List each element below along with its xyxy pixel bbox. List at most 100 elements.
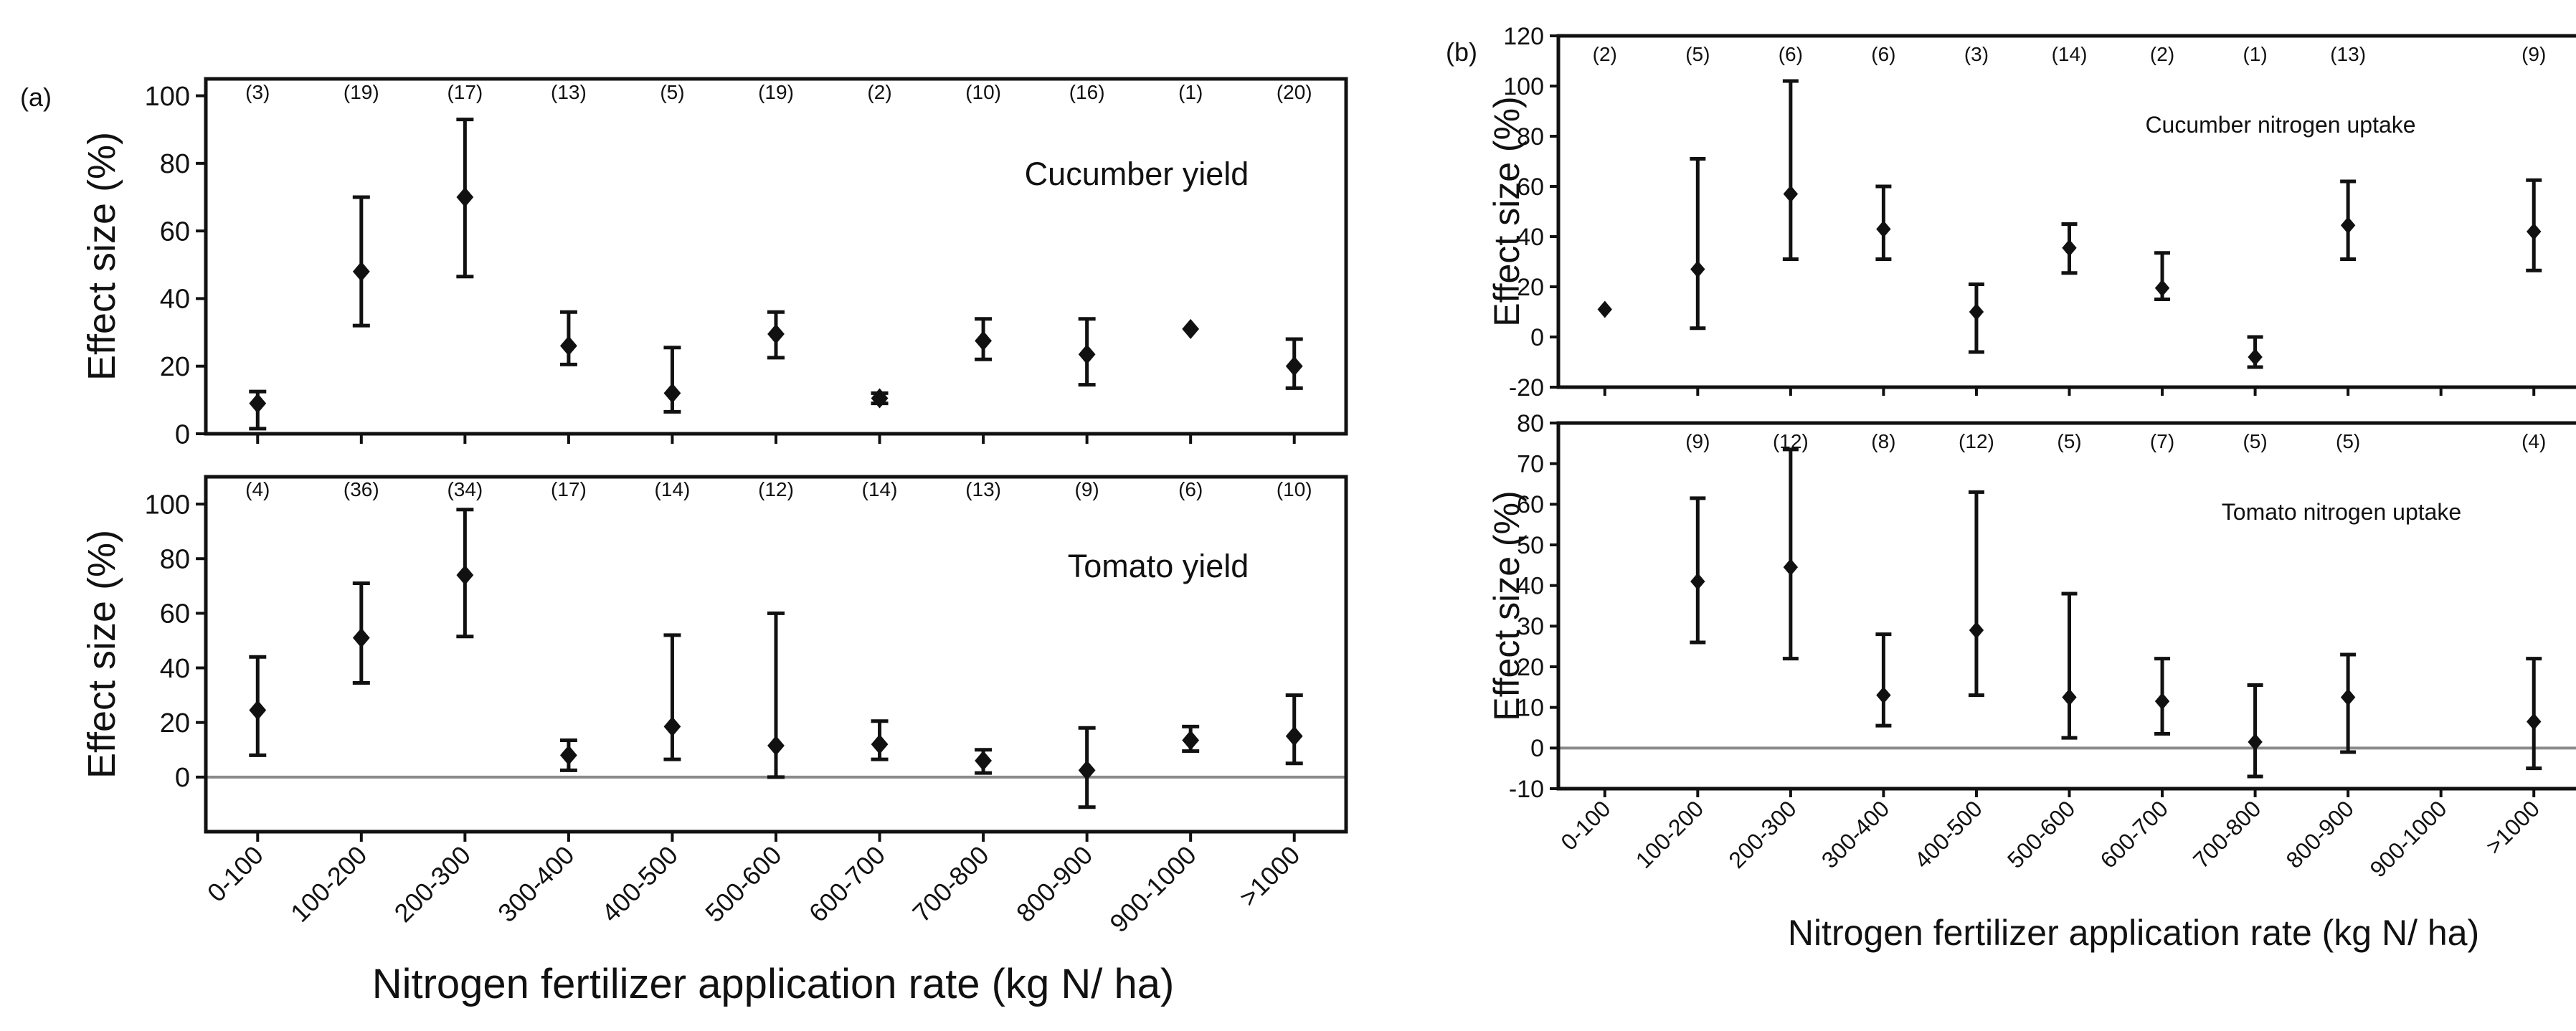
x-tick-label: 200-300 xyxy=(389,840,476,928)
x-tick-label: >1000 xyxy=(1233,840,1305,912)
data-point-diamond xyxy=(2527,713,2542,731)
sample-count-label: (9) xyxy=(1685,430,1710,452)
sample-count-label: (1) xyxy=(1178,81,1203,103)
chart-title: Cucumber yield xyxy=(1025,156,1249,192)
panel-b-label: (b) xyxy=(1446,37,1477,67)
data-point-diamond xyxy=(2154,279,2170,297)
sample-count-label: (3) xyxy=(245,81,270,103)
y-tick-label: 40 xyxy=(160,654,190,684)
x-tick-label: 800-900 xyxy=(1010,840,1098,928)
panel-a-x-axis-title: Nitrogen fertilizer application rate (kg… xyxy=(372,961,1175,1007)
sample-count-label: (2) xyxy=(867,81,891,103)
data-point-diamond xyxy=(2062,239,2077,257)
sample-count-label: (12) xyxy=(758,478,794,500)
data-point-diamond xyxy=(975,331,992,351)
y-tick-label: -10 xyxy=(1509,776,1544,803)
data-point-diamond xyxy=(560,745,577,766)
y-tick-label: 10 xyxy=(1517,695,1544,722)
data-point-diamond xyxy=(352,261,370,282)
sample-count-label: (2) xyxy=(1593,43,1617,65)
sample-count-label: (13) xyxy=(551,81,587,103)
sample-count-label: (5) xyxy=(2243,430,2267,452)
data-point-diamond xyxy=(871,734,889,755)
chart-title: Tomato yield xyxy=(1068,548,1249,584)
sample-count-label: (36) xyxy=(344,478,379,500)
y-tick-label: 40 xyxy=(160,285,190,315)
x-tick-label: 0-100 xyxy=(1555,795,1615,855)
x-tick-label: 100-200 xyxy=(1631,795,1708,873)
sample-count-label: (4) xyxy=(245,478,270,500)
chart-tomato-yield: 0 20 40 60 80 100 Effect size (%) Tomato yield (… xyxy=(80,475,1348,842)
y-tick-label: 60 xyxy=(160,217,190,247)
y-tick-label: 40 xyxy=(1517,573,1544,600)
sample-count-label: (14) xyxy=(655,478,691,500)
data-point-diamond xyxy=(1876,686,1891,704)
sample-count-label: (2) xyxy=(2150,43,2174,65)
y-tick-label: 60 xyxy=(160,599,190,629)
x-tick-label: >1000 xyxy=(2481,795,2544,859)
data-point-diamond xyxy=(975,751,992,771)
y-tick-label: 120 xyxy=(1503,23,1544,50)
sample-count-label: (14) xyxy=(2052,43,2088,65)
data-point-diamond xyxy=(1285,726,1303,746)
sample-count-label: (5) xyxy=(2336,430,2360,452)
sample-count-label: (13) xyxy=(965,478,1001,500)
sample-count-label: (19) xyxy=(758,81,794,103)
y-tick-label: 80 xyxy=(1517,410,1544,437)
x-tick-label: 900-1000 xyxy=(1104,840,1202,939)
sample-count-label: (8) xyxy=(1871,430,1895,452)
x-axis-panel-b: 0-100 100-200 200-300 300-400 400-500 500-600… xyxy=(1555,795,2544,882)
data-point-diamond xyxy=(1876,220,1891,238)
sample-count-label: (19) xyxy=(344,81,379,103)
sample-count-label: (34) xyxy=(447,478,483,500)
sample-count-label: (17) xyxy=(551,478,587,500)
sample-count-label: (5) xyxy=(660,81,684,103)
y-tick-label: 70 xyxy=(1517,451,1544,478)
sample-count-label: (13) xyxy=(2330,43,2366,65)
data-point-diamond xyxy=(1597,300,1612,318)
data-point-diamond xyxy=(249,700,267,721)
data-point-diamond xyxy=(1078,344,1096,365)
y-tick-label: 100 xyxy=(145,82,190,112)
sample-count-label: (6) xyxy=(1178,478,1203,500)
sample-count-label: (7) xyxy=(2150,430,2174,452)
data-point-diamond xyxy=(560,336,577,356)
data-point-diamond xyxy=(1783,185,1799,203)
y-tick-label: 0 xyxy=(175,419,190,450)
y-tick-label: 20 xyxy=(160,708,190,738)
chart-cucumber-nitrogen-uptake: -20 0 20 40 60 80 100 120 Effect size (%) Cucumbe… xyxy=(1487,23,2576,402)
y-tick-label: 100 xyxy=(145,490,190,520)
x-axis-panel-a: 0-100 100-200 200-300 300-400 400-500 500-600… xyxy=(202,840,1306,939)
x-tick-label: 400-500 xyxy=(596,840,683,928)
x-tick-label: 0-100 xyxy=(202,840,269,908)
y-tick-label: 80 xyxy=(160,545,190,575)
plot-frame xyxy=(1556,421,2576,791)
sample-count-label: (20) xyxy=(1277,81,1312,103)
sample-count-label: (12) xyxy=(1959,430,1994,452)
data-point-diamond xyxy=(1182,318,1200,339)
y-tick-label: 20 xyxy=(1517,654,1544,681)
data-point-diamond xyxy=(767,323,785,344)
y-tick-label: 0 xyxy=(1530,324,1544,351)
sample-count-label: (5) xyxy=(1685,43,1710,65)
sample-count-label: (4) xyxy=(2521,430,2546,452)
sample-count-label: (14) xyxy=(862,478,898,500)
x-tick-label: 500-600 xyxy=(699,840,787,928)
y-axis-title: Effect size (%) xyxy=(1487,490,1527,721)
sample-count-label: (9) xyxy=(1075,478,1099,500)
x-tick-label: 600-700 xyxy=(803,840,891,928)
data-point-diamond xyxy=(456,565,474,586)
sample-count-label: (3) xyxy=(1964,43,1989,65)
y-tick-label: 60 xyxy=(1517,174,1544,201)
data-point-diamond xyxy=(2248,733,2263,751)
data-point-diamond xyxy=(1690,573,1705,590)
chart-cucumber-yield: 0 20 40 60 80 100 Effect size (%) Cucumber yiel… xyxy=(80,77,1348,450)
y-axis-title: Effect size (%) xyxy=(80,530,123,779)
data-point-diamond xyxy=(456,187,474,207)
data-point-diamond xyxy=(1783,559,1799,576)
y-tick-label: 40 xyxy=(1517,224,1544,251)
data-point-diamond xyxy=(871,388,889,409)
x-tick-label: 800-900 xyxy=(2281,795,2359,873)
sample-count-label: (10) xyxy=(1277,478,1312,500)
x-tick-label: 200-300 xyxy=(1723,795,1801,873)
